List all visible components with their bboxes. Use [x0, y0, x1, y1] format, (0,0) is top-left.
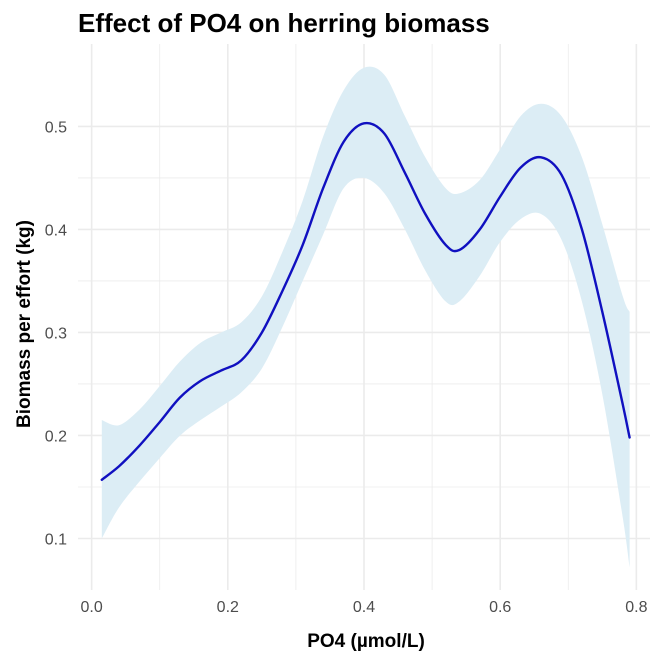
x-axis-title: PO4 (µmol/L)	[307, 631, 425, 652]
x-tick-label: 0.8	[625, 599, 647, 616]
y-tick-label: 0.5	[45, 119, 67, 136]
grid-lines	[78, 44, 650, 590]
fitted-line	[100, 121, 631, 481]
x-tick-label: 0.4	[353, 599, 375, 616]
tick-labels: 0.0 0.2 0.4 0.6 0.8 0.1 0.2 0.3 0.4 0.5	[45, 119, 648, 616]
x-tick-label: 0.0	[80, 599, 102, 616]
confidence-band	[101, 66, 630, 568]
y-tick-label: 0.1	[45, 531, 67, 548]
x-tick-label: 0.2	[217, 599, 239, 616]
chart-title: Effect of PO4 on herring biomass	[78, 8, 490, 38]
y-tick-label: 0.2	[45, 428, 67, 445]
y-axis-title: Biomass per effort (kg)	[14, 220, 35, 428]
y-tick-label: 0.3	[45, 325, 67, 342]
x-tick-label: 0.6	[489, 599, 511, 616]
y-tick-label: 0.4	[45, 222, 67, 239]
